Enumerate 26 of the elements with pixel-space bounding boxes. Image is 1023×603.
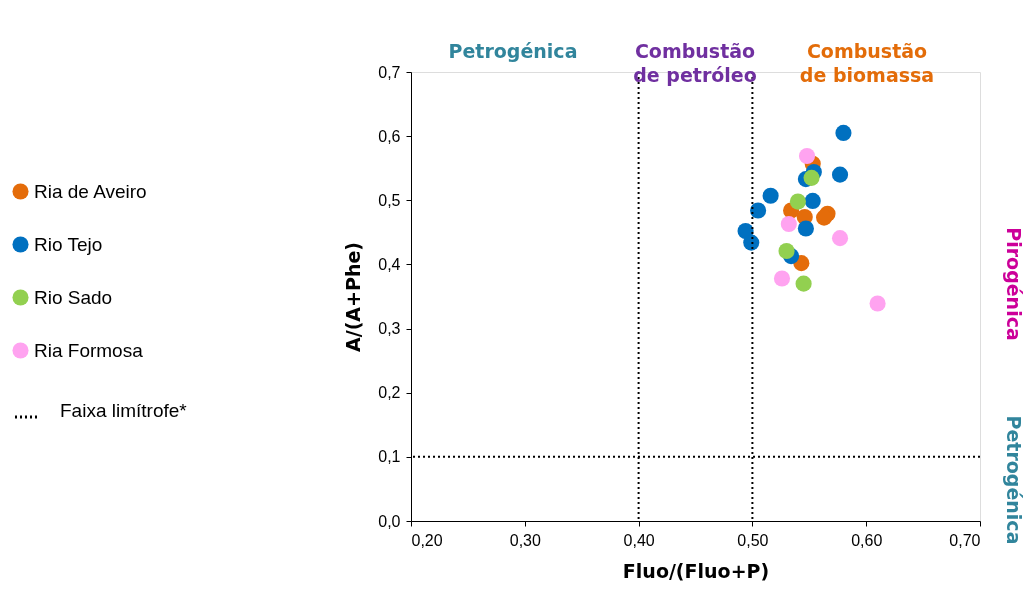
y-tick-label: 0,2 [378,384,401,402]
legend-label: Rio Sado [34,286,113,308]
x-tick-label: 0,70 [949,531,981,549]
x-tick-label: 0,30 [509,531,541,549]
text: Petrogénica [448,40,578,62]
y-tick-label: 0,7 [378,63,401,81]
x-tick-label: 0,50 [737,531,769,549]
y-axis-title: A/(A+Phe) [342,242,365,352]
legend-label: Ria de Aveiro [34,180,147,202]
text: Petrogénica [1003,415,1023,545]
y-tick-label: 0,6 [378,127,401,145]
text: Pirogénica [1003,227,1023,341]
text: Faixa limítrofe* [60,400,188,421]
x-axis-title: Fluo/(Fluo+P) [622,559,770,582]
y-tick-label: 0,1 [378,448,401,466]
annotation: Combustão de petróleo [633,40,757,86]
x-tick-label: 0,40 [623,531,655,549]
annotation: Combustão de biomassa [799,40,935,86]
legend-label: Rio Tejo [34,233,103,255]
y-tick-label: 0,5 [378,191,401,209]
legend-label: Ria Formosa [34,339,144,361]
x-tick-label: 0,20 [411,531,443,549]
y-tick-label: 0,0 [378,512,401,530]
x-tick-label: 0,60 [851,531,883,549]
y-tick-label: 0,4 [378,255,401,273]
y-tick-label: 0,3 [378,320,401,338]
